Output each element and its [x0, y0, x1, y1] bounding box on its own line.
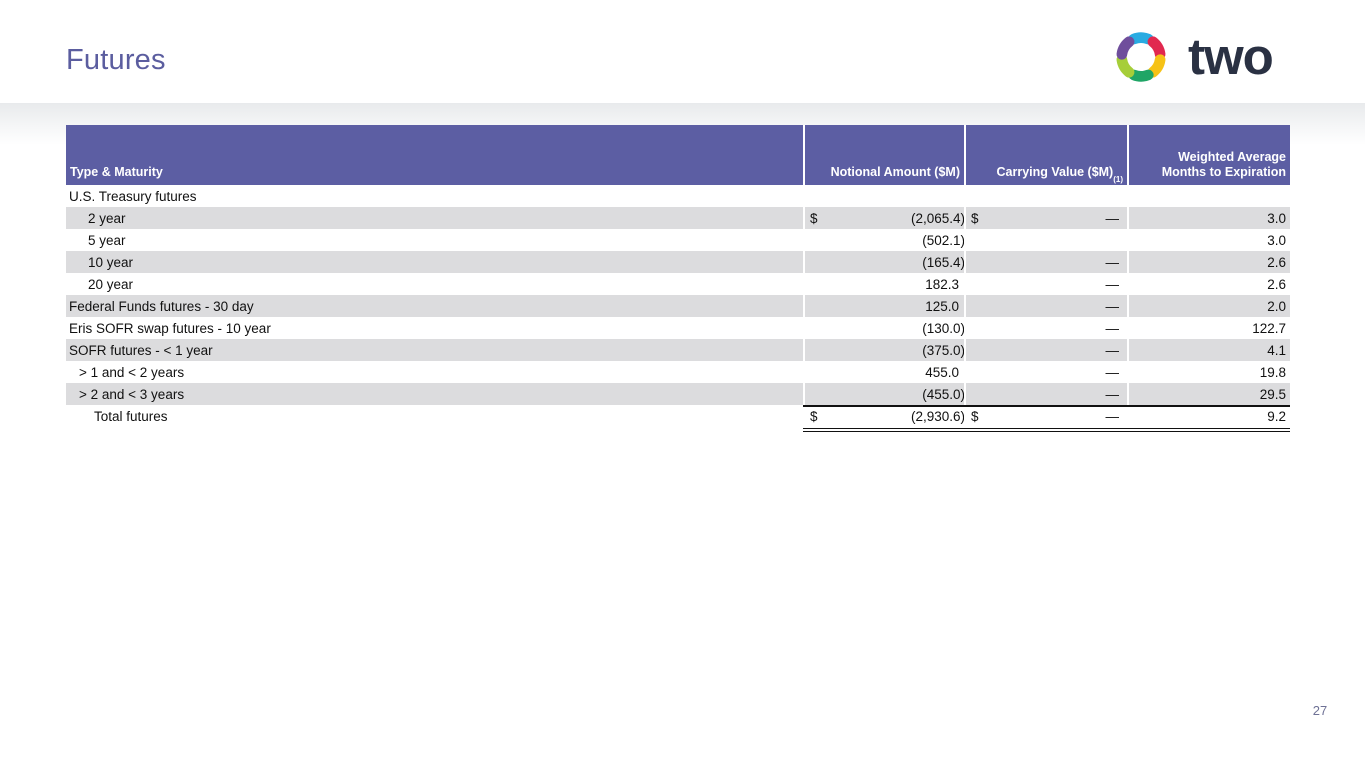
cell-months: 29.5: [1127, 383, 1290, 405]
cell-months: 9.2: [1127, 405, 1290, 427]
dollar-sign: $: [810, 408, 818, 424]
cell-notional: 125.0: [803, 295, 964, 317]
cell-notional: 182.3: [803, 273, 964, 295]
row-label: Federal Funds futures - 30 day: [66, 295, 803, 317]
table-row: 5 year (502.1) 3.0: [66, 229, 1290, 251]
cell-carrying: [964, 185, 1127, 207]
cell-carrying: —: [964, 383, 1127, 405]
cell-notional: $ (2,930.6): [803, 405, 965, 427]
cell-months: 2.0: [1127, 295, 1290, 317]
cell-months: 122.7: [1127, 317, 1290, 339]
cell-carrying: $ —: [964, 207, 1127, 229]
table-row: > 2 and < 3 years (455.0) — 29.5: [66, 383, 1290, 405]
table-row: Total futures $ (2,930.6) $ — 9.2: [66, 405, 1290, 427]
row-label: Total futures: [94, 408, 168, 424]
logo-wordmark: two: [1188, 28, 1274, 85]
cell-months: 19.8: [1127, 361, 1290, 383]
dollar-sign: $: [971, 210, 979, 226]
cell-notional: $ (2,065.4): [803, 207, 965, 229]
table-row: Federal Funds futures - 30 day 125.0 — 2…: [66, 295, 1290, 317]
row-label: > 1 and < 2 years: [79, 364, 185, 380]
cell-carrying: —: [964, 251, 1127, 273]
row-label: SOFR futures - < 1 year: [66, 339, 803, 361]
cell-carrying: —: [964, 339, 1127, 361]
cell-notional: (502.1): [803, 229, 965, 251]
cell-carrying: —: [964, 317, 1127, 339]
cell-months: 2.6: [1127, 273, 1290, 295]
page-number: 27: [1312, 703, 1328, 718]
dollar-sign: $: [810, 210, 818, 226]
header-notional-amount: Notional Amount ($M): [803, 125, 964, 185]
total-row-double-rule: [803, 428, 1290, 432]
row-label: 20 year: [88, 276, 134, 292]
cell-carrying: —: [964, 295, 1127, 317]
cell-notional: (165.4): [803, 251, 965, 273]
table-row: Eris SOFR swap futures - 10 year (130.0)…: [66, 317, 1290, 339]
cell-carrying: [964, 229, 1127, 251]
cell-months: [1127, 185, 1290, 207]
table-row: > 1 and < 2 years 455.0 — 19.8: [66, 361, 1290, 383]
cell-carrying: $ —: [964, 405, 1127, 427]
table-body: U.S. Treasury futures 2 year $ (2,065.4) …: [66, 185, 1290, 427]
cell-months: 3.0: [1127, 229, 1290, 251]
company-logo: two: [1110, 25, 1274, 89]
row-label: > 2 and < 3 years: [66, 383, 803, 405]
row-label: U.S. Treasury futures: [69, 188, 197, 204]
cell-notional: (130.0): [803, 317, 965, 339]
futures-table: Type & Maturity Notional Amount ($M) Car…: [66, 125, 1290, 432]
cell-months: 4.1: [1127, 339, 1290, 361]
table-row: U.S. Treasury futures: [66, 185, 1290, 207]
cell-months: 2.6: [1127, 251, 1290, 273]
table-row: 10 year (165.4) — 2.6: [66, 251, 1290, 273]
cell-notional: [803, 185, 964, 207]
cell-carrying: —: [964, 273, 1127, 295]
row-label: 5 year: [88, 232, 126, 248]
row-label: 10 year: [66, 251, 803, 273]
header-weighted-average: Weighted Average Months to Expiration: [1127, 125, 1290, 185]
cell-notional: (455.0): [803, 383, 965, 405]
table-row: 20 year 182.3 — 2.6: [66, 273, 1290, 295]
row-label: Eris SOFR swap futures - 10 year: [69, 320, 271, 336]
pinwheel-icon: [1116, 32, 1166, 82]
row-label: 2 year: [66, 207, 803, 229]
table-header-row: Type & Maturity Notional Amount ($M) Car…: [66, 125, 1290, 185]
cell-notional: 455.0: [803, 361, 964, 383]
total-row-top-rule: [803, 405, 1290, 407]
header-type-maturity: Type & Maturity: [70, 165, 163, 179]
dollar-sign: $: [971, 408, 979, 424]
cell-months: 3.0: [1127, 207, 1290, 229]
table-row: 2 year $ (2,065.4) $ — 3.0: [66, 207, 1290, 229]
page-title: Futures: [66, 44, 166, 76]
header-carrying-value: Carrying Value ($M) (1): [964, 125, 1127, 185]
table-row: SOFR futures - < 1 year (375.0) — 4.1: [66, 339, 1290, 361]
cell-carrying: —: [964, 361, 1127, 383]
cell-notional: (375.0): [803, 339, 965, 361]
